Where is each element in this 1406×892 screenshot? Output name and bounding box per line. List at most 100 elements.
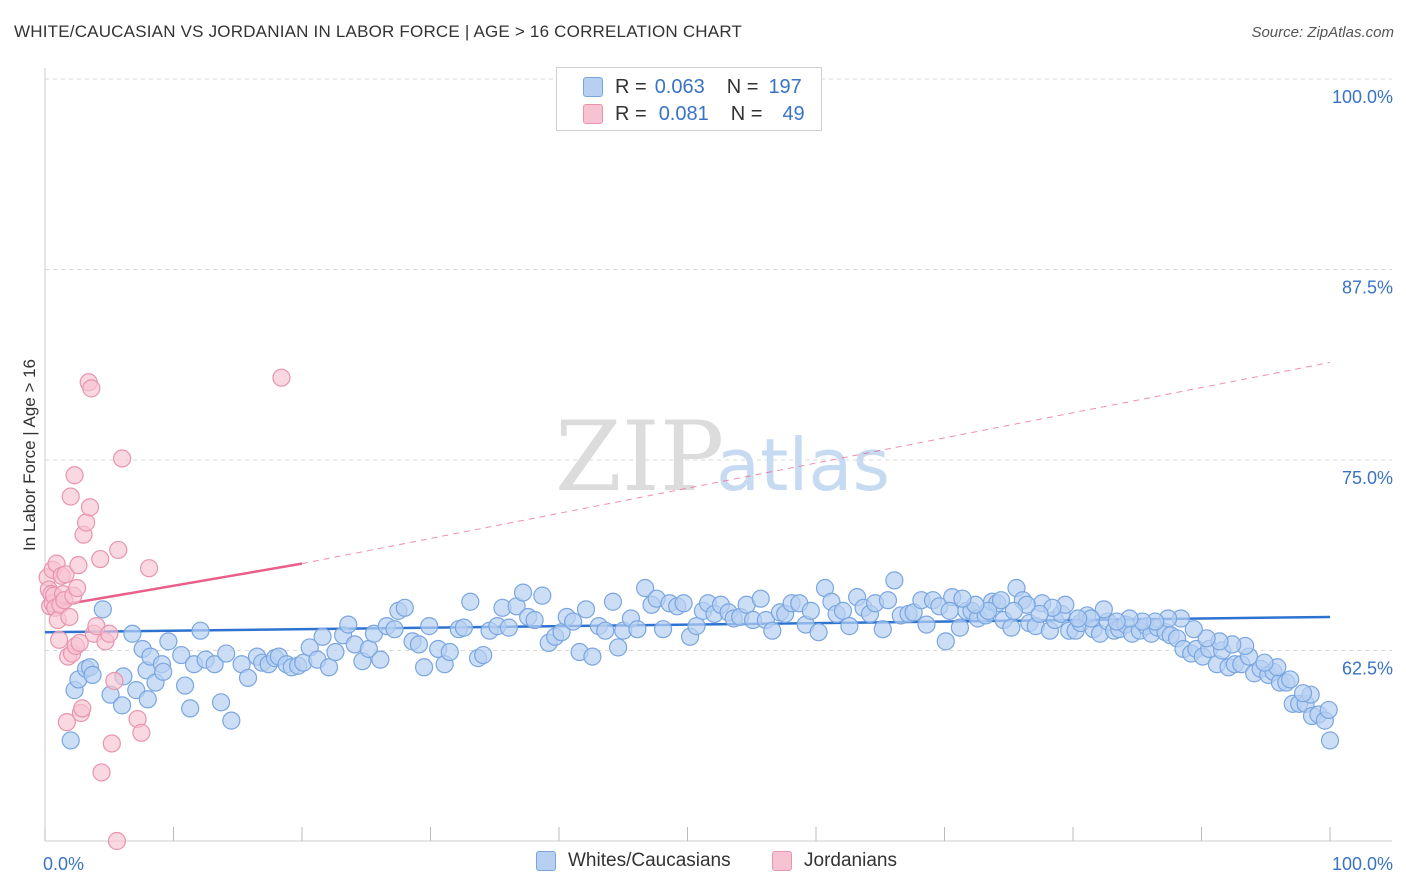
- point-whites: [873, 620, 892, 639]
- legend-n-value: 197: [768, 75, 802, 98]
- point-jordanians: [50, 630, 69, 649]
- point-whites: [371, 650, 390, 669]
- point-whites: [885, 571, 904, 590]
- point-whites: [991, 591, 1011, 610]
- point-jordanians: [112, 449, 132, 468]
- y-tick-label: 62.5%: [1342, 659, 1393, 679]
- y-tick-label: 87.5%: [1342, 278, 1393, 298]
- point-jordanians: [272, 368, 291, 387]
- point-whites: [950, 618, 970, 637]
- point-whites: [1184, 620, 1203, 639]
- bottom-legend-whites: Whites/Caucasians: [536, 850, 731, 872]
- point-whites: [93, 600, 112, 619]
- point-whites: [181, 699, 200, 718]
- point-whites: [222, 711, 241, 730]
- point-jordanians: [109, 540, 128, 560]
- point-whites: [238, 668, 258, 688]
- point-whites: [840, 617, 859, 636]
- point-whites: [61, 731, 80, 750]
- point-whites: [609, 638, 628, 657]
- source-label: Source: ZipAtlas.com: [1251, 24, 1394, 41]
- point-whites: [138, 690, 157, 709]
- point-whites: [1197, 629, 1216, 648]
- point-jordanians: [105, 671, 124, 691]
- point-jordanians: [102, 734, 121, 753]
- bottom-legend-swatch-pink: [772, 851, 792, 871]
- correlation-legend: R = 0.063 N = 197 R = 0.081 N = 49: [556, 67, 822, 131]
- point-whites: [564, 612, 583, 631]
- series-whites-points: [61, 571, 1340, 750]
- point-jordanians: [60, 607, 79, 627]
- point-jordanians: [65, 466, 84, 485]
- point-whites: [1004, 601, 1023, 620]
- point-whites: [175, 676, 195, 695]
- bottom-legend-label: Whites/Caucasians: [568, 850, 731, 871]
- point-whites: [603, 592, 623, 611]
- point-whites: [525, 610, 544, 630]
- point-whites: [801, 601, 820, 620]
- point-whites: [1107, 612, 1126, 631]
- point-jordanians: [82, 379, 101, 398]
- point-whites: [674, 594, 693, 613]
- point-whites: [596, 621, 615, 640]
- y-tick-label: 75.0%: [1342, 468, 1393, 488]
- point-jordanians: [61, 487, 80, 506]
- point-jordanians: [80, 498, 100, 517]
- y-axis-title: In Labor Force | Age > 16: [20, 359, 39, 551]
- point-whites: [454, 618, 474, 637]
- bottom-legend-label: Jordanians: [804, 850, 897, 871]
- legend-swatch-blue: [583, 77, 603, 97]
- bottom-legend-jordanians: Jordanians: [772, 850, 897, 872]
- point-whites: [319, 658, 339, 677]
- point-whites: [123, 624, 142, 643]
- point-whites: [395, 598, 414, 617]
- point-whites: [1255, 653, 1274, 672]
- point-whites: [385, 620, 404, 639]
- point-whites: [1293, 684, 1313, 703]
- point-whites: [628, 620, 647, 639]
- point-whites: [953, 589, 972, 608]
- point-jordanians: [92, 763, 111, 782]
- point-jordanians: [132, 723, 151, 742]
- point-whites: [420, 617, 439, 636]
- point-whites: [440, 642, 459, 662]
- point-whites: [583, 647, 602, 666]
- x-tick-label: 100.0%: [1332, 854, 1393, 874]
- point-whites: [513, 583, 533, 602]
- legend-r-value: 0.063: [654, 75, 705, 98]
- legend-r-label: R =: [615, 75, 647, 98]
- point-jordanians: [107, 831, 127, 851]
- legend-n-label: N =: [730, 102, 763, 125]
- point-jordanians: [100, 624, 119, 643]
- legend-n-label: N =: [726, 75, 759, 98]
- legend-row-whites: R = 0.063 N = 197: [583, 74, 802, 100]
- point-jordanians: [73, 699, 92, 718]
- series-jordanians-points: [38, 368, 291, 851]
- point-jordanians: [69, 556, 88, 575]
- legend-r-value: 0.081: [658, 102, 709, 125]
- point-whites: [217, 644, 236, 663]
- point-whites: [205, 655, 224, 674]
- point-whites: [809, 623, 828, 642]
- point-jordanians: [70, 633, 89, 652]
- legend-n-value: 49: [782, 102, 805, 125]
- point-jordanians: [91, 549, 110, 569]
- point-whites: [533, 586, 552, 605]
- point-whites: [751, 589, 770, 608]
- legend-swatch-pink: [583, 104, 603, 124]
- axes: [44, 68, 1392, 842]
- point-whites: [878, 591, 898, 610]
- point-whites: [1094, 600, 1113, 619]
- point-whites: [1281, 670, 1300, 689]
- point-whites: [936, 632, 955, 651]
- point-whites: [917, 615, 936, 634]
- point-whites: [154, 662, 173, 681]
- legend-row-jordanians: R = 0.081 N = 49: [583, 101, 805, 127]
- point-whites: [635, 578, 655, 598]
- watermark-zip: ZIP: [555, 401, 724, 513]
- point-whites: [414, 658, 434, 677]
- point-whites: [1069, 609, 1088, 628]
- point-whites: [653, 620, 673, 639]
- point-whites: [461, 592, 480, 611]
- point-whites: [1320, 731, 1340, 750]
